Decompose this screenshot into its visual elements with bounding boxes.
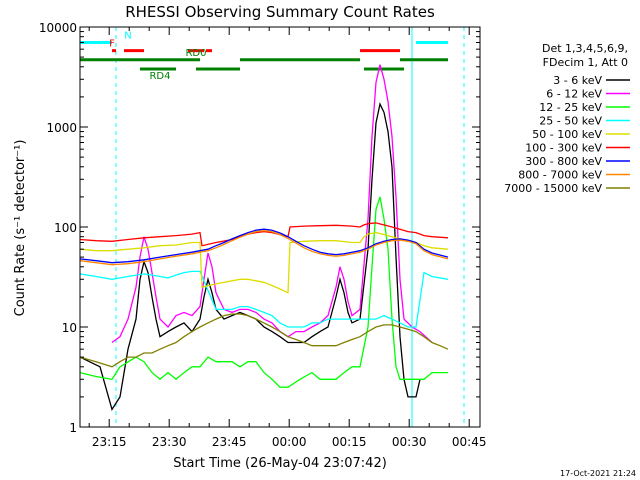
y-tick-label: 100 — [54, 221, 77, 235]
series-line-5 — [79, 231, 449, 294]
series-line-2 — [111, 64, 433, 344]
legend-header-line-1: Det 1,3,4,5,6,9, — [542, 42, 628, 55]
legend-entry-label: 300 - 800 keV — [525, 155, 602, 168]
x-axis-label: Start Time (26-May-04 23:07:42) — [173, 456, 387, 471]
legend-entry-label: 6 - 12 keV — [546, 88, 602, 101]
legend-entry-label: 50 - 100 keV — [532, 128, 602, 141]
series-line-9 — [79, 313, 449, 368]
x-tick-label: 00:15 — [332, 435, 367, 449]
series-line-7 — [79, 228, 449, 264]
legend-entry-label: 3 - 6 keV — [553, 74, 602, 87]
series-line-1 — [79, 101, 421, 411]
y-axis-label: Count Rate (s⁻¹ detector⁻¹) — [13, 140, 28, 317]
series-line-3 — [79, 196, 448, 388]
flag-label-f: F — [109, 39, 115, 50]
series-line-8 — [79, 229, 449, 266]
series-line-6 — [79, 222, 449, 247]
flag-label-rd4: RD4 — [149, 71, 170, 82]
legend-entry-label: 800 - 7000 keV — [518, 169, 602, 182]
chart-title: RHESSI Observing Summary Count Rates — [125, 3, 435, 21]
legend-header-line-2: FDecim 1, Att 0 — [543, 56, 628, 69]
y-tick-label: 10 — [62, 321, 77, 335]
render-timestamp: 17-Oct-2021 21:24 — [560, 469, 636, 478]
legend: Det 1,3,4,5,6,9, FDecim 1, Att 0 3 - 6 k… — [504, 42, 630, 195]
y-tick-label: 1000 — [46, 121, 77, 135]
legend-entry-label: 100 - 300 keV — [525, 142, 602, 155]
x-tick-label: 00:30 — [392, 435, 427, 449]
series-line-4 — [79, 270, 449, 328]
x-tick-label: 00:00 — [272, 435, 307, 449]
plot-frame — [79, 26, 481, 428]
x-tick-label: 23:30 — [152, 435, 187, 449]
x-tick-label: 23:15 — [92, 435, 127, 449]
y-tick-label: 10000 — [39, 21, 77, 35]
x-tick-label: 23:45 — [212, 435, 247, 449]
plot-area: NF RD0 RD4 — [79, 27, 465, 427]
y-tick-label: 1 — [69, 421, 77, 435]
legend-entry-label: 7000 - 15000 keV — [504, 182, 602, 195]
legend-entry-label: 12 - 25 keV — [539, 101, 602, 114]
x-tick-label: 00:45 — [452, 435, 487, 449]
legend-entry-label: 25 - 50 keV — [539, 115, 602, 128]
flag-label-n: N — [124, 30, 131, 41]
flag-label-rd0: RD0 — [185, 48, 206, 59]
